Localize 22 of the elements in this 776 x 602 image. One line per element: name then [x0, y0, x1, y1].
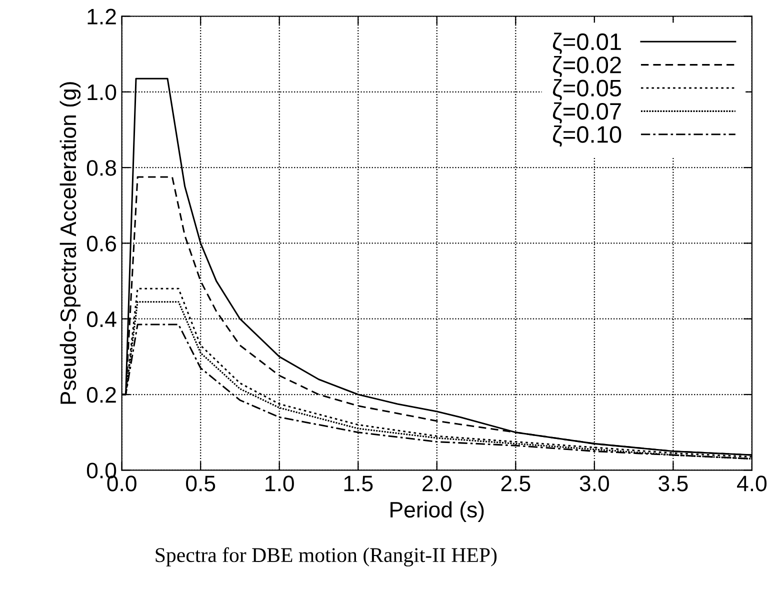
- legend-label: ζ=0.05: [552, 79, 622, 100]
- y-tick-label: 0.2: [86, 387, 116, 403]
- y-axis-title: Pseudo-Spectral Acceleration (g): [60, 82, 81, 404]
- x-tick-label: 1.0: [266, 476, 294, 492]
- x-tick-label: 0.5: [186, 476, 216, 492]
- x-tick-label: 3.0: [580, 476, 609, 492]
- x-tick-label: 2.0: [422, 476, 452, 492]
- y-tick-label: 0.6: [86, 236, 116, 252]
- legend-label: ζ=0.07: [552, 102, 621, 124]
- y-tick-label: 1.2: [88, 8, 116, 24]
- text: Spectra for DBE motion (Rangit-II HEP): [156, 547, 497, 566]
- x-tick-label: 3.5: [658, 476, 688, 492]
- legend-label: ζ=0.02: [552, 56, 621, 78]
- x-tick-label: 4.0: [737, 476, 767, 492]
- y-tick-label: 0.4: [86, 311, 116, 328]
- x-axis-title: Period (s): [390, 501, 484, 522]
- y-tick-label: 1.0: [88, 84, 116, 100]
- y-tick-label: 0.8: [86, 160, 116, 176]
- x-tick-label: 1.5: [344, 476, 373, 492]
- legend-label: ζ=0.01: [552, 32, 621, 54]
- x-tick-label: 2.5: [501, 476, 530, 492]
- legend-label: ζ=0.10: [552, 126, 622, 147]
